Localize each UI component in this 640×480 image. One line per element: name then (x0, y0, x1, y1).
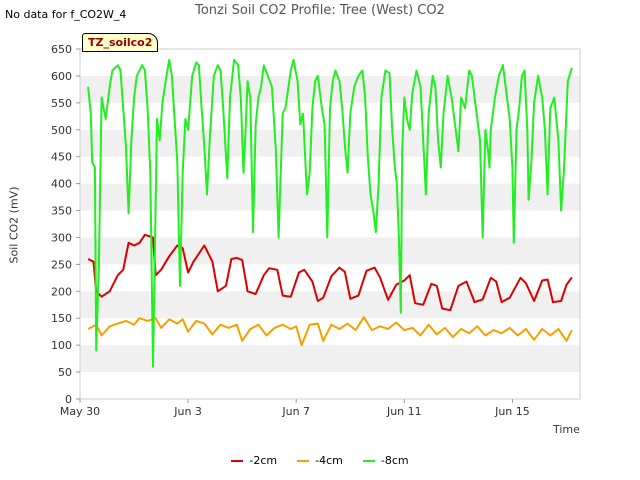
grid-band (80, 210, 580, 238)
y-tick-label: 50 (58, 366, 72, 379)
legend-label-8cm: -8cm (380, 454, 409, 467)
y-tick-label: 250 (51, 258, 72, 271)
y-tick-label: 200 (51, 285, 72, 298)
y-tick-label: 100 (51, 339, 72, 352)
legend-swatch-8cm (362, 459, 375, 462)
y-tick-label: 300 (51, 231, 72, 244)
y-axis-label: Soil CO2 (mV) (7, 186, 21, 264)
legend-label-2cm: -2cm (249, 454, 278, 467)
y-tick-label: 350 (51, 205, 72, 218)
y-tick-label: 650 (51, 43, 72, 56)
grid-band (80, 183, 580, 211)
legend: -2cm -4cm -8cm (0, 454, 640, 467)
legend-item-2cm[interactable]: -2cm (231, 454, 277, 467)
legend-item-8cm[interactable]: -8cm (362, 454, 409, 467)
y-tick-label: 0 (65, 393, 72, 406)
y-tick-label: 550 (51, 97, 72, 110)
series-lines (87, 58, 573, 368)
x-tick-label: May 30 (60, 405, 100, 418)
x-tick-label: Jun 3 (173, 405, 202, 418)
x-tick-label: Jun 11 (386, 405, 422, 418)
grid-band (80, 237, 580, 265)
y-tick-label: 500 (51, 124, 72, 137)
y-tick-label: 600 (51, 70, 72, 83)
series-line-minus-2cm (87, 233, 573, 312)
y-tick-label: 450 (51, 151, 72, 164)
y-tick-label: 400 (51, 178, 72, 191)
y-axis: 0 50 100 150 200 250 300 350 400 450 500 550 600 650 (51, 43, 80, 406)
y-tick-label: 150 (51, 312, 72, 325)
chart-title: Tonzi Soil CO2 Profile: Tree (West) CO2 (195, 3, 445, 18)
x-tick-label: Jun 15 (494, 405, 530, 418)
legend-swatch-2cm (231, 459, 244, 462)
grid-band (80, 372, 580, 399)
series-line-minus-8cm (87, 58, 573, 368)
site-badge: TZ_soilco2 (82, 33, 159, 52)
legend-swatch-4cm (297, 459, 310, 462)
legend-label-4cm: -4cm (315, 454, 343, 467)
series-line-minus-4cm (87, 316, 573, 347)
no-data-note: No data for f_CO2W_4 (5, 8, 127, 21)
legend-item-4cm[interactable]: -4cm (297, 454, 343, 467)
grid-band (80, 49, 580, 76)
grid-band (80, 345, 580, 373)
x-axis: May 30 Jun 3 Jun 7 Jun 11 Jun 15 (60, 399, 530, 418)
grid-band (80, 291, 580, 319)
x-tick-label: Jun 7 (281, 405, 310, 418)
grid-band (80, 156, 580, 184)
plot-frame (79, 48, 581, 400)
x-axis-label: Time (553, 423, 580, 436)
